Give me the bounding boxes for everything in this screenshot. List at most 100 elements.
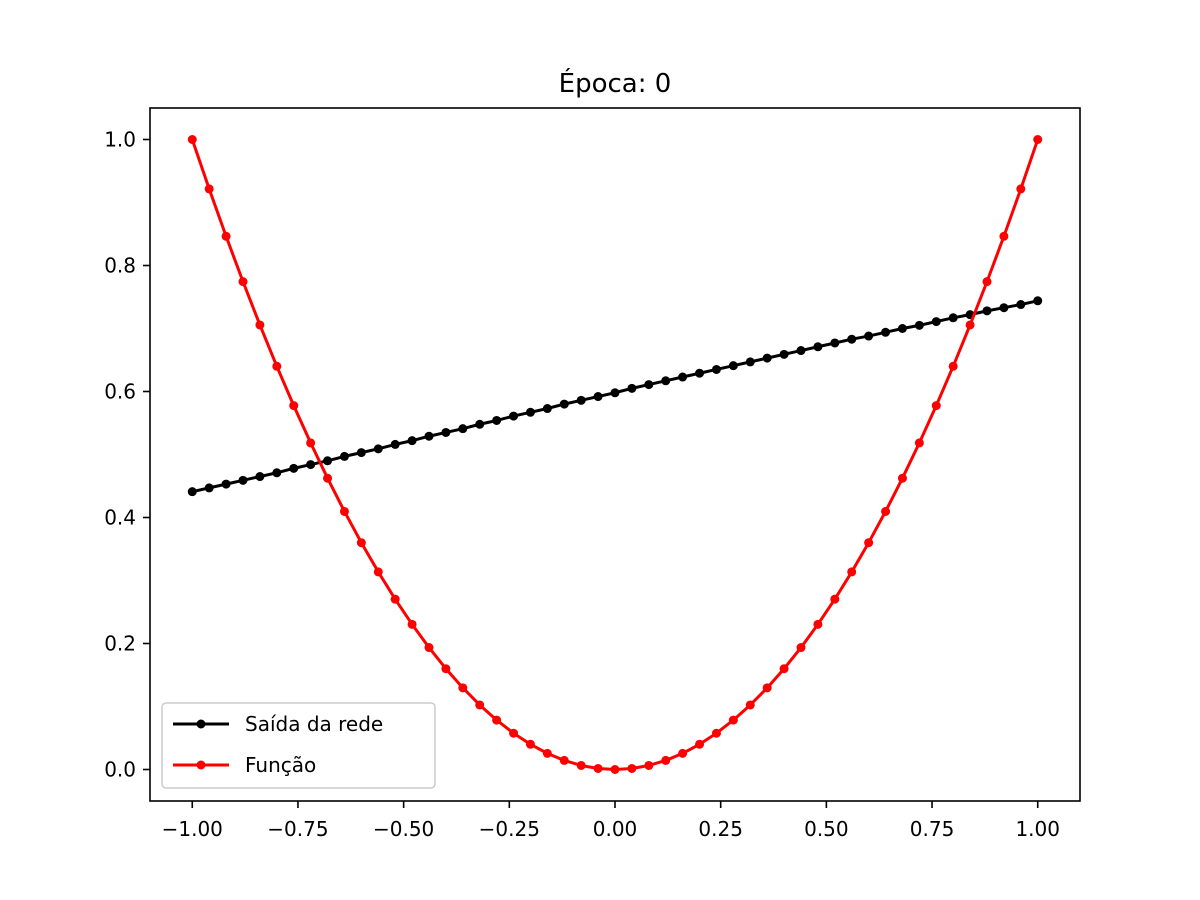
data-point	[424, 643, 434, 653]
data-point	[221, 231, 231, 241]
data-point	[542, 404, 552, 414]
data-point	[661, 376, 671, 386]
data-point	[728, 715, 738, 725]
data-point	[897, 324, 907, 333]
data-point	[475, 419, 485, 429]
data-point	[931, 317, 941, 327]
x-tick-label: 0.25	[698, 817, 743, 841]
data-point	[458, 424, 468, 434]
data-point	[695, 739, 705, 749]
data-point	[830, 338, 840, 348]
data-point	[492, 415, 502, 425]
data-point	[644, 760, 654, 770]
data-point	[525, 407, 535, 417]
data-point	[407, 619, 417, 629]
data-point	[847, 567, 857, 577]
data-point	[373, 567, 383, 577]
data-point	[745, 700, 755, 710]
data-point	[525, 739, 535, 749]
legend-item: Saída da rede	[173, 712, 383, 736]
data-point	[407, 436, 417, 446]
data-point	[204, 483, 214, 493]
data-point	[813, 619, 823, 629]
series-layer	[187, 135, 1043, 774]
data-point	[864, 331, 874, 341]
data-point	[931, 401, 941, 411]
data-point	[678, 748, 688, 758]
data-point	[492, 715, 502, 725]
data-point	[542, 748, 552, 758]
data-point	[323, 473, 333, 483]
data-point	[610, 765, 620, 774]
data-point	[982, 277, 992, 287]
data-point	[948, 361, 958, 371]
plot-frame	[149, 107, 1081, 802]
data-point	[356, 538, 366, 548]
data-point	[864, 538, 874, 548]
data-point	[221, 479, 231, 489]
x-tick-label: −0.75	[267, 817, 328, 841]
legend-swatch-marker	[196, 719, 206, 729]
data-point	[897, 473, 907, 483]
data-point	[424, 431, 434, 441]
data-point	[272, 468, 282, 478]
data-point	[914, 438, 924, 448]
data-point	[323, 456, 333, 466]
x-tick-label: 0.75	[910, 817, 955, 841]
data-point	[187, 135, 197, 144]
data-point	[593, 392, 603, 402]
data-point	[255, 472, 265, 482]
data-point	[475, 700, 485, 710]
data-point	[881, 327, 891, 337]
data-point	[187, 487, 197, 497]
legend-label: Função	[245, 753, 316, 777]
x-axis: −1.00 −0.75 −0.50 −0.25 0.00 0.25 0.50 0.75 1.00	[162, 801, 1060, 841]
data-point	[576, 395, 586, 405]
data-point	[306, 460, 316, 470]
data-point	[441, 664, 451, 674]
y-tick-label: 1.0	[104, 128, 136, 152]
data-point	[339, 451, 349, 461]
data-point	[1033, 135, 1043, 144]
data-point	[509, 411, 519, 421]
series-function	[187, 135, 1043, 774]
data-point	[441, 427, 451, 437]
data-point	[509, 728, 519, 738]
data-point	[559, 755, 569, 765]
data-point	[982, 306, 992, 316]
data-point	[762, 353, 772, 363]
data-point	[999, 303, 1009, 313]
data-point	[390, 439, 400, 449]
x-tick-label: 0.00	[593, 817, 638, 841]
data-point	[255, 320, 265, 330]
data-point	[796, 346, 806, 356]
data-point	[728, 361, 738, 371]
data-point	[948, 313, 958, 323]
legend: Saída da rede Função	[161, 702, 436, 789]
data-point	[627, 763, 637, 773]
data-point	[1033, 296, 1043, 306]
y-tick-label: 0.4	[104, 506, 136, 530]
data-point	[1016, 184, 1026, 194]
data-point	[238, 277, 248, 287]
data-point	[813, 342, 823, 352]
y-axis: 0.0 0.2 0.4 0.6 0.8 1.0	[104, 128, 150, 782]
data-point	[830, 594, 840, 604]
legend-swatch-marker	[196, 760, 206, 770]
data-point	[779, 664, 789, 674]
x-tick-label: 0.50	[804, 817, 849, 841]
data-point	[881, 506, 891, 516]
legend-box	[161, 702, 436, 789]
data-point	[339, 506, 349, 516]
data-point	[847, 334, 857, 344]
data-point	[289, 401, 299, 411]
x-tick-label: −0.25	[479, 817, 540, 841]
legend-label: Saída da rede	[245, 712, 383, 736]
data-point	[711, 364, 721, 374]
data-point	[593, 763, 603, 773]
series-network-output	[187, 296, 1043, 497]
data-point	[762, 683, 772, 693]
data-point	[745, 357, 755, 367]
data-point	[272, 361, 282, 371]
